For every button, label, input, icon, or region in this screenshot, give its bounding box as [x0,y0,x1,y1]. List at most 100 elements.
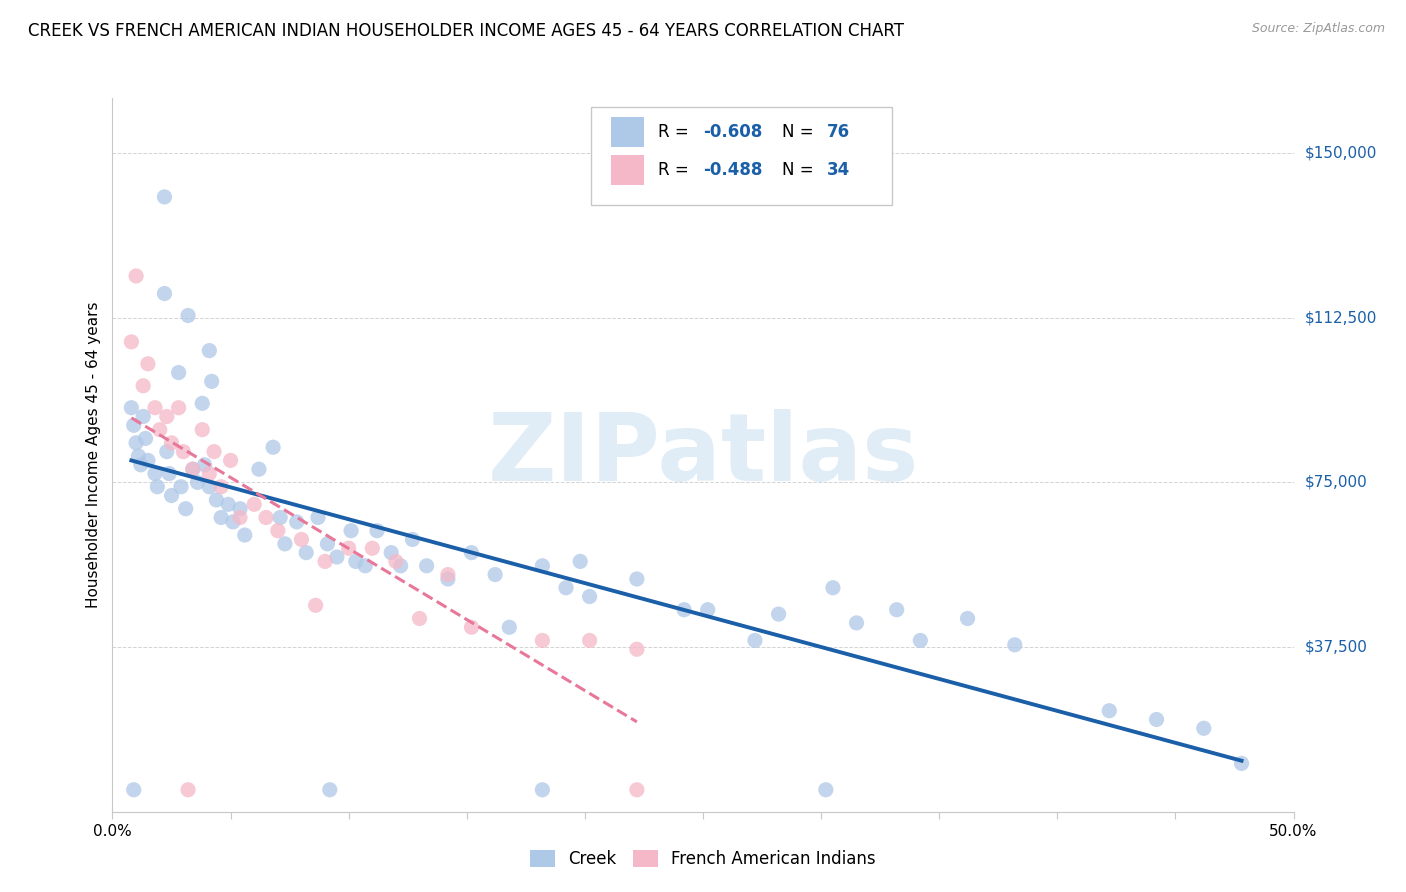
Point [146,480,169,494]
Point [127,449,149,463]
Point [304,599,326,613]
Point [229,501,252,516]
Point [156,409,179,424]
Y-axis label: Householder Income Ages 45 - 64 years: Householder Income Ages 45 - 64 years [86,301,101,608]
Text: $75,000: $75,000 [1305,475,1368,490]
Point [314,554,336,568]
Point [167,401,190,415]
Point [626,642,648,657]
Point [316,537,339,551]
Point [290,533,312,547]
Point [415,558,437,573]
Point [172,444,194,458]
Point [389,558,412,573]
Point [295,546,318,560]
Point [160,489,183,503]
Point [254,510,277,524]
Point [626,782,648,797]
Point [209,510,232,524]
Point [186,475,208,490]
Text: 34: 34 [827,161,851,179]
Point [191,423,214,437]
Point [160,435,183,450]
Point [744,633,766,648]
Bar [610,117,644,147]
Point [1230,756,1253,771]
Point [274,537,297,551]
Point [198,343,221,358]
Point [626,572,648,586]
Point [326,549,349,564]
Point [181,462,204,476]
Point [194,458,217,472]
Point [886,603,908,617]
Point [821,581,844,595]
Point [191,396,214,410]
Point [366,524,388,538]
Text: R =: R = [658,123,695,141]
Point [673,603,696,617]
Point [132,378,155,392]
Text: R =: R = [658,161,695,179]
Point [269,510,291,524]
Point [910,633,932,648]
Point [156,444,179,458]
Point [177,782,200,797]
Point [1192,721,1215,735]
Point [569,554,592,568]
Text: 76: 76 [827,123,851,141]
Point [136,453,159,467]
Point [122,782,145,797]
Point [531,633,554,648]
Point [1098,704,1121,718]
Point [181,462,204,476]
Point [201,375,224,389]
Point [157,467,180,481]
Point [135,432,157,446]
Point [307,510,329,524]
Point [354,558,377,573]
Point [385,554,408,568]
Point [132,409,155,424]
Text: N =: N = [782,161,820,179]
Point [484,567,506,582]
Point [262,440,284,454]
Point [243,497,266,511]
Point [361,541,384,556]
Point [337,541,360,556]
Text: $112,500: $112,500 [1305,310,1376,326]
Point [814,782,837,797]
Point [1004,638,1026,652]
Point [222,515,245,529]
Point [136,357,159,371]
Point [531,782,554,797]
Point [125,435,148,450]
Point [408,611,430,625]
Point [122,418,145,433]
Text: -0.488: -0.488 [703,161,762,179]
FancyBboxPatch shape [591,107,891,205]
Text: $37,500: $37,500 [1305,640,1368,655]
Point [233,528,256,542]
Point [498,620,520,634]
Point [143,401,166,415]
Point [217,497,239,511]
Point [149,423,172,437]
Point [344,554,367,568]
Point [129,458,152,472]
Point [229,510,252,524]
Point [153,286,176,301]
Point [170,480,193,494]
Point [340,524,363,538]
Point [696,603,718,617]
Point [578,590,600,604]
Point [205,492,228,507]
Point [555,581,578,595]
Text: CREEK VS FRENCH AMERICAN INDIAN HOUSEHOLDER INCOME AGES 45 - 64 YEARS CORRELATIO: CREEK VS FRENCH AMERICAN INDIAN HOUSEHOL… [28,22,904,40]
Text: ZIPatlas: ZIPatlas [488,409,918,501]
Text: $150,000: $150,000 [1305,145,1376,161]
Point [247,462,270,476]
Point [319,782,342,797]
Point [209,480,232,494]
Text: N =: N = [782,123,820,141]
